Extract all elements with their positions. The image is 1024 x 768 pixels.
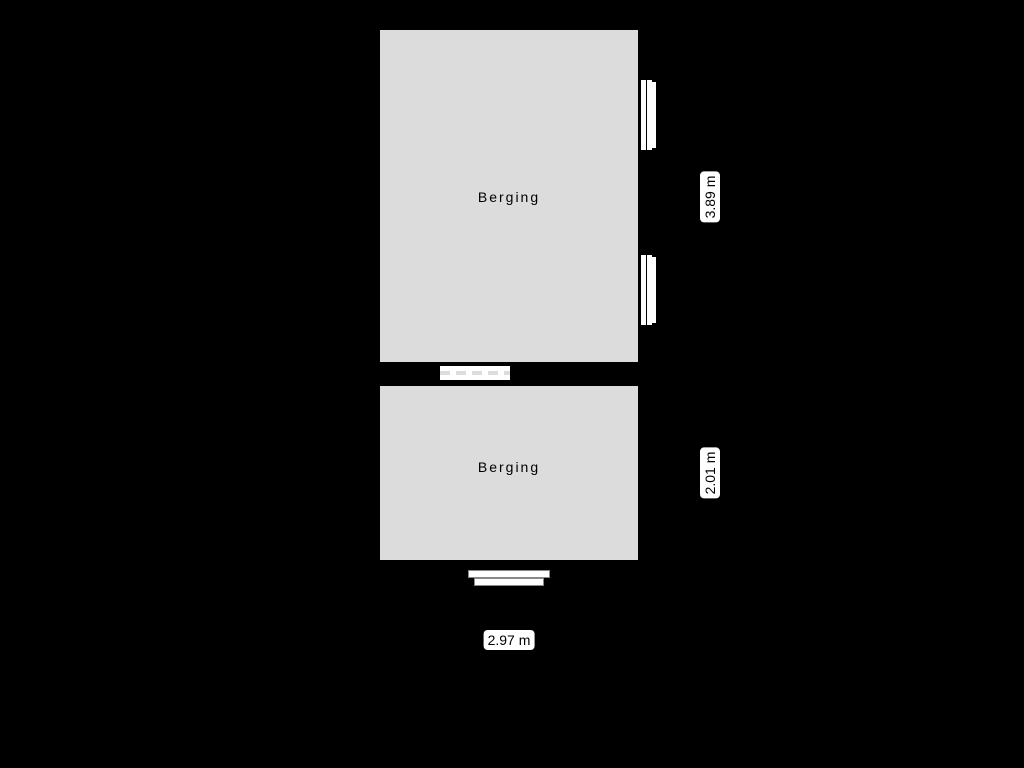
dim-top-right-tick xyxy=(696,20,705,21)
dim-top-right-label: 3.89 m xyxy=(700,172,720,223)
dim-bottom-right-label: 2.01 m xyxy=(700,448,720,499)
window-1-line xyxy=(646,80,647,150)
step-1 xyxy=(468,570,550,578)
dim-width-tick xyxy=(648,634,649,643)
dim-top-right-tick xyxy=(696,372,705,373)
window-2-line xyxy=(646,255,647,325)
step-2 xyxy=(474,578,544,586)
room-bottom-label: Berging xyxy=(478,459,540,475)
window-1-ext xyxy=(652,82,656,148)
window-2-ext xyxy=(652,257,656,323)
door-1-dash xyxy=(456,371,466,375)
door-1-dash xyxy=(440,371,450,375)
dim-width-label: 2.97 m xyxy=(484,630,535,650)
door-1-dash xyxy=(488,371,498,375)
door-1-dash xyxy=(504,371,510,375)
door-1-dash xyxy=(472,371,482,375)
dim-bottom-right-tick xyxy=(696,570,705,571)
dim-bottom-right-tick xyxy=(696,376,705,377)
dim-width-tick xyxy=(370,634,371,643)
room-top-label: Berging xyxy=(478,189,540,205)
